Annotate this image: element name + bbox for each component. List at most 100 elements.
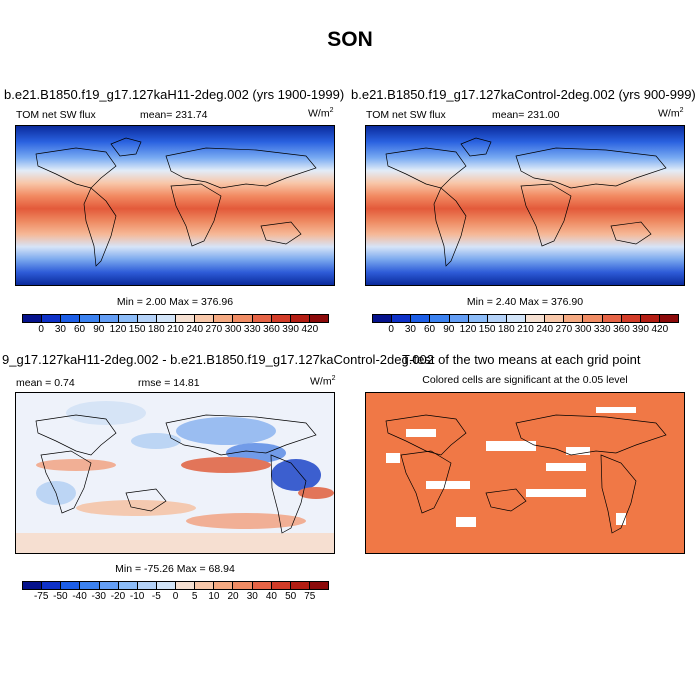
panel2-colorbar-tick-label: 390: [632, 324, 649, 335]
panel1-mean-label: mean= 231.74: [140, 109, 208, 121]
panel3-colorbar-tick-label: -5: [151, 591, 161, 602]
panel2-colorbar-swatch: [640, 315, 660, 322]
panel3-colorbar-swatch: [42, 582, 62, 589]
panel2-colorbar-swatch: [564, 315, 584, 322]
panel1-colorbar-tick-label: 210: [167, 324, 184, 335]
panel3-colorbar-swatch: [290, 582, 310, 589]
panel2-colorbar-tick-label: 240: [536, 324, 554, 335]
panel1-colorbar-swatch: [99, 315, 119, 322]
panel3-rmse-label: rmse = 14.81: [138, 377, 200, 389]
panel3-colorbar-swatch: [23, 582, 43, 589]
panel1-colorbar-swatch: [42, 315, 62, 322]
panel2-colorbar-tick-label: 420: [651, 324, 669, 335]
panel3-colorbar-swatch: [233, 582, 253, 589]
panel3-colorbar-swatch: [271, 582, 291, 589]
panel2-colorbar-swatch: [392, 315, 412, 322]
panel2-colorbar-swatch: [602, 315, 622, 322]
panel1-colorbar-swatch: [233, 315, 253, 322]
panel1-units: W/m2: [308, 107, 334, 120]
panel2-colorbar-tick-label: 180: [497, 324, 515, 335]
panel3-colorbar-swatch: [176, 582, 196, 589]
panel2-map: [365, 125, 685, 286]
panel2-colorbar-tick-label: 90: [443, 324, 455, 335]
panel3-colorbar-tick-label: 0: [172, 591, 179, 602]
panel3-colorbar-swatch: [309, 582, 328, 589]
panel1-map: [15, 125, 335, 286]
panel2-colorbar-tick-label: 60: [424, 324, 436, 335]
panel1-colorbar-tick-label: 360: [263, 324, 280, 335]
panel2-colorbar-swatch: [506, 315, 526, 322]
panel4-map: [365, 392, 685, 554]
panel1-colorbar-swatch: [309, 315, 328, 322]
panel2-colorbar-swatch: [621, 315, 641, 322]
panel3-mean-label: mean = 0.74: [16, 377, 75, 389]
panel3-minmax: Min = -75.26 Max = 68.94: [115, 563, 235, 575]
panel2-colorbar-swatch: [526, 315, 546, 322]
panel3-colorbar-swatch: [137, 582, 157, 589]
panel1-colorbar-swatch: [271, 315, 291, 322]
panel1-colorbar-swatch: [252, 315, 272, 322]
panel1-case-title: b.e21.B1850.f19_g17.127kaH11-2deg.002 (y…: [4, 87, 345, 102]
figure-title: SON: [327, 28, 373, 51]
panel3-colorbar-swatch: [214, 582, 234, 589]
panel3-colorbar-labels: -75 -50 -40 -30 -20 -10 -5 0 5 10 20 30 40 50 75: [22, 591, 329, 603]
panel3-colorbar-swatch: [195, 582, 215, 589]
panel1-colorbar-tick-label: 120: [109, 324, 127, 335]
panel3-map: [15, 392, 335, 554]
panel2-mean-label: mean= 231.00: [492, 109, 560, 121]
panel3-colorbar-tick-label: 20: [227, 591, 239, 602]
panel3-colorbar-swatch: [80, 582, 100, 589]
panel2-minmax: Min = 2.40 Max = 376.90: [466, 296, 584, 308]
panel1-colorbar-tick-label: 300: [224, 324, 242, 335]
panel1-colorbar-swatch: [80, 315, 100, 322]
panel2-colorbar-swatch: [487, 315, 507, 322]
panel3-colorbar-tick-label: -50: [53, 591, 68, 602]
panel3-colorbar-tick-label: 5: [191, 591, 198, 602]
panel2-colorbar-swatch: [449, 315, 469, 322]
panel2-colorbar-labels: 0 30 60 90 120 150 180 210 240 270 300 330 360 390 420: [372, 324, 679, 336]
panel2-case-title: b.e21.B1850.f19_g17.127kaControl-2deg.00…: [351, 87, 696, 102]
panel3-colorbar-tick-label: -75: [33, 591, 49, 602]
panel1-minmax: Min = 2.00 Max = 376.96: [116, 296, 234, 308]
panel4-case-title: T-test of the two means at each grid poi…: [402, 352, 641, 367]
panel2-colorbar: [372, 314, 679, 323]
panel1-colorbar-swatch: [61, 315, 81, 322]
panel1-variable-label: TOM net SW flux: [16, 109, 96, 121]
panel3-colorbar: [22, 581, 329, 590]
panel1-colorbar-swatch: [195, 315, 215, 322]
panel1-colorbar-swatch: [23, 315, 43, 322]
panel3-colorbar-swatch: [156, 582, 176, 589]
panel3-colorbar-swatch: [252, 582, 272, 589]
panel1-colorbar-swatch: [156, 315, 176, 322]
panel1-colorbar-tick-label: 330: [243, 324, 261, 335]
panel3-colorbar-tick-label: -40: [72, 591, 87, 602]
panel2-colorbar-swatch: [659, 315, 678, 322]
panel1-colorbar-tick-label: 390: [282, 324, 299, 335]
panel2-colorbar-tick-label: 150: [478, 324, 496, 335]
panel3-colorbar-tick-label: -20: [110, 591, 126, 602]
panel4-subtitle: Colored cells are significant at the 0.0…: [422, 374, 628, 386]
panel1-colorbar-tick-label: 420: [301, 324, 319, 335]
panel3-colorbar-swatch: [61, 582, 81, 589]
panel2-colorbar-tick-label: 30: [404, 324, 416, 335]
panel1-colorbar-swatch: [214, 315, 234, 322]
panel3-colorbar-tick-label: -10: [129, 591, 145, 602]
panel3-colorbar-tick-label: 50: [285, 591, 297, 602]
panel2-colorbar-tick-label: 360: [613, 324, 630, 335]
panel1-colorbar-tick-label: 30: [54, 324, 66, 335]
panel1-colorbar-tick-label: 90: [93, 324, 105, 335]
panel2-colorbar-swatch: [411, 315, 431, 322]
panel3-colorbar-swatch: [118, 582, 138, 589]
panel2-colorbar-swatch: [583, 315, 603, 322]
panel2-colorbar-swatch: [545, 315, 565, 322]
panel2-units: W/m2: [658, 107, 684, 120]
panel4-map-plot: [366, 393, 684, 553]
panel1-map-plot: [16, 126, 334, 285]
panel1-colorbar-tick-label: 180: [147, 324, 165, 335]
panel2-colorbar-tick-label: 210: [517, 324, 534, 335]
panel2-colorbar-tick-label: 0: [388, 324, 394, 335]
panel3-units: W/m2: [310, 375, 336, 388]
panel1-colorbar: [22, 314, 329, 323]
panel2-colorbar-swatch: [373, 315, 393, 322]
panel2-colorbar-swatch: [430, 315, 450, 322]
